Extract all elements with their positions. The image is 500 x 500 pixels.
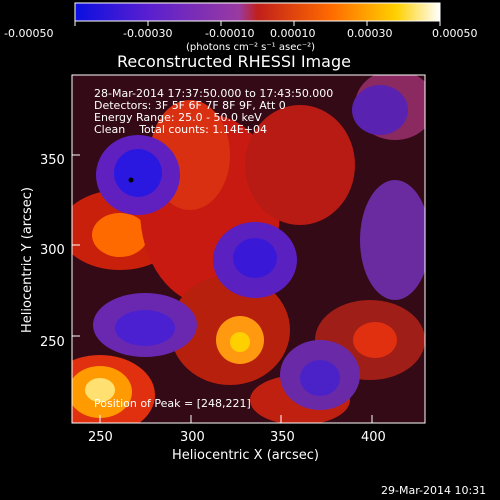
colorbar-tick-label: -0.00030 [123,27,172,40]
colorbar-tick-label: -0.00010 [205,27,254,40]
peak-marker [128,177,134,183]
colorbar-tick-label: 0.00010 [270,27,316,40]
annotation-peak: Position of Peak = [248,221] [94,397,251,410]
x-tick-label: 300 [180,430,205,445]
annotation-clean: Clean Total counts: 1.14E+04 [94,123,267,136]
annotation-detectors: Detectors: 3F 5F 6F 7F 8F 9F, Att 0 [94,99,286,112]
x-tick-label: 350 [270,430,295,445]
colorbar-gradient [74,2,441,22]
colorbar-ticks [74,21,441,26]
colorbar-tick-label: -0.00050 [4,27,53,40]
colorbar-units: (photons cm⁻² s⁻¹ asec⁻²) [186,42,315,53]
annotation-energy-range: Energy Range: 25.0 - 50.0 keV [94,111,262,124]
plot-title: Reconstructed RHESSI Image [117,52,351,71]
x-axis-label: Heliocentric X (arcsec) [172,448,319,463]
annotation-time-range: 28-Mar-2014 17:37:50.000 to 17:43:50.000 [94,87,333,100]
colorbar-tick-label: 0.00030 [347,27,393,40]
x-tick-label: 250 [88,430,113,445]
colorbar-tick-label: 0.00050 [432,27,478,40]
annotations: 28-Mar-2014 17:37:50.000 to 17:43:50.000… [94,87,333,410]
y-tick-label: 250 [40,335,65,350]
y-tick-label: 350 [40,153,65,168]
y-axis-label: Heliocentric Y (arcsec) [20,187,35,333]
plot-frame [71,74,426,424]
colorbar: -0.00050 -0.00030 -0.00010 0.00010 0.000… [4,2,478,53]
footer-timestamp: 29-Mar-2014 10:31 [381,484,486,497]
axis-ticks [72,154,373,423]
y-tick-label: 300 [40,243,65,258]
x-tick-label: 400 [361,430,386,445]
image-panel [72,75,425,423]
